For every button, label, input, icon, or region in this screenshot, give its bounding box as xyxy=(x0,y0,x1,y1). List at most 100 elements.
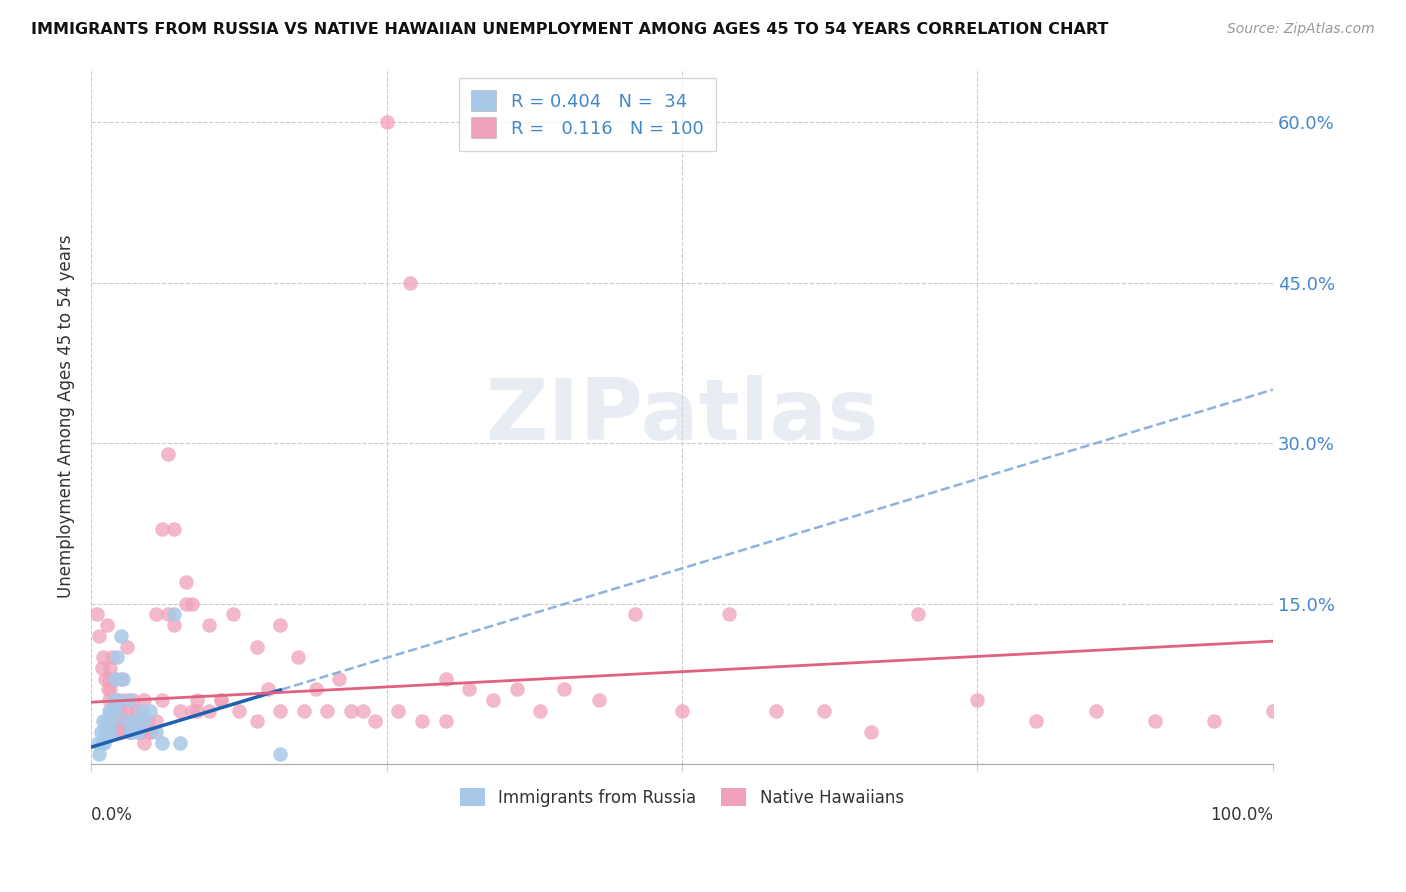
Point xyxy=(104,672,127,686)
Point xyxy=(222,607,245,622)
Point xyxy=(104,704,127,718)
Point xyxy=(94,672,117,686)
Point xyxy=(115,714,138,729)
Point xyxy=(458,682,481,697)
Point xyxy=(174,597,197,611)
Point xyxy=(198,618,221,632)
Point xyxy=(245,640,267,654)
Point xyxy=(328,672,350,686)
Point xyxy=(97,693,120,707)
Point xyxy=(228,704,250,718)
Point xyxy=(163,607,186,622)
Point xyxy=(292,704,315,718)
Point xyxy=(623,607,645,622)
Point xyxy=(156,447,179,461)
Point xyxy=(96,714,118,729)
Point xyxy=(104,693,127,707)
Point xyxy=(529,704,551,718)
Point xyxy=(94,725,117,739)
Point xyxy=(180,704,202,718)
Point xyxy=(86,607,108,622)
Point xyxy=(765,704,787,718)
Point xyxy=(125,704,148,718)
Point xyxy=(104,672,127,686)
Text: ZIPatlas: ZIPatlas xyxy=(485,375,879,458)
Point xyxy=(115,704,138,718)
Point xyxy=(139,725,162,739)
Point xyxy=(111,725,134,739)
Point xyxy=(718,607,741,622)
Point xyxy=(127,725,149,739)
Point xyxy=(121,693,143,707)
Point xyxy=(100,704,122,718)
Point xyxy=(90,725,112,739)
Point xyxy=(118,693,141,707)
Point xyxy=(411,714,433,729)
Point xyxy=(112,693,135,707)
Point xyxy=(104,704,127,718)
Point xyxy=(1202,714,1225,729)
Point xyxy=(174,575,197,590)
Point xyxy=(89,629,111,643)
Point xyxy=(100,704,122,718)
Point xyxy=(97,704,120,718)
Point xyxy=(105,693,128,707)
Point xyxy=(91,714,114,729)
Point xyxy=(98,725,121,739)
Point xyxy=(91,650,114,665)
Point xyxy=(671,704,693,718)
Point xyxy=(134,736,156,750)
Point xyxy=(134,714,156,729)
Point xyxy=(150,693,173,707)
Point xyxy=(245,714,267,729)
Point xyxy=(505,682,527,697)
Point xyxy=(287,650,309,665)
Point xyxy=(98,682,121,697)
Point xyxy=(209,693,232,707)
Point xyxy=(110,704,132,718)
Point xyxy=(107,693,129,707)
Point xyxy=(156,607,179,622)
Point xyxy=(209,693,232,707)
Point xyxy=(1261,704,1284,718)
Point xyxy=(120,725,142,739)
Point xyxy=(108,725,131,739)
Point xyxy=(89,747,111,761)
Point xyxy=(145,725,167,739)
Point xyxy=(96,618,118,632)
Point xyxy=(125,714,148,729)
Point xyxy=(860,725,883,739)
Point xyxy=(101,650,124,665)
Point xyxy=(813,704,835,718)
Point xyxy=(553,682,575,697)
Point xyxy=(434,672,457,686)
Point xyxy=(127,725,149,739)
Text: 0.0%: 0.0% xyxy=(91,806,134,824)
Point xyxy=(107,714,129,729)
Point xyxy=(180,597,202,611)
Point xyxy=(101,704,124,718)
Point xyxy=(103,714,125,729)
Point xyxy=(588,693,610,707)
Point xyxy=(97,725,120,739)
Point xyxy=(305,682,328,697)
Point xyxy=(97,682,120,697)
Point xyxy=(186,693,208,707)
Point xyxy=(121,714,143,729)
Point xyxy=(97,672,120,686)
Point xyxy=(87,736,110,750)
Point xyxy=(90,736,112,750)
Point xyxy=(115,640,138,654)
Point xyxy=(1143,714,1166,729)
Point xyxy=(150,522,173,536)
Point xyxy=(364,714,387,729)
Point xyxy=(110,672,132,686)
Point xyxy=(163,522,186,536)
Text: IMMIGRANTS FROM RUSSIA VS NATIVE HAWAIIAN UNEMPLOYMENT AMONG AGES 45 TO 54 YEARS: IMMIGRANTS FROM RUSSIA VS NATIVE HAWAIIA… xyxy=(31,22,1108,37)
Point xyxy=(387,704,409,718)
Point xyxy=(121,725,143,739)
Point xyxy=(127,714,149,729)
Point xyxy=(375,115,398,129)
Point xyxy=(90,661,112,675)
Point xyxy=(112,672,135,686)
